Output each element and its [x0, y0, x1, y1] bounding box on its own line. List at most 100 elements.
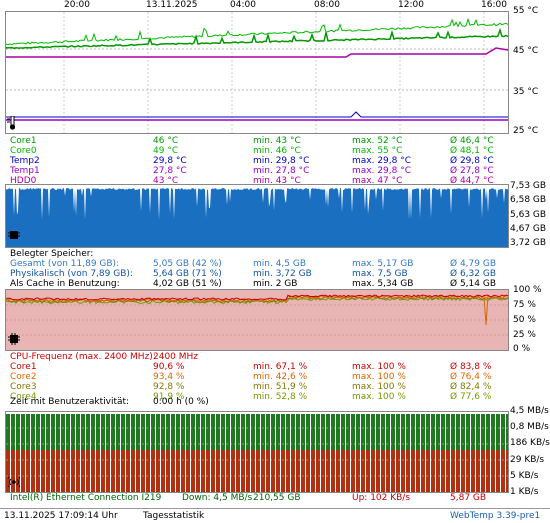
temp-legend-min: min. 29,8 °C [253, 156, 310, 166]
net-up-bar [276, 450, 280, 492]
net-up-bar [346, 450, 350, 492]
cpu-frequency-value: 2400 MHz [153, 352, 199, 362]
net-up-bar [31, 450, 35, 492]
net-up-bar [286, 450, 290, 492]
net-up-bar [96, 450, 100, 492]
network-legend: Intel(R) Ethernet Connection I219 Down: … [10, 493, 510, 503]
memory-legend-max: max. 7,5 GB [352, 269, 408, 279]
net-up-bar [91, 450, 95, 492]
time-label-6: 16:00 [481, 0, 507, 10]
cpu-legend-avg: Ø 77,6 % [450, 392, 492, 402]
status-mode[interactable]: Tagesstatistik [143, 511, 205, 521]
cpu-graph [5, 289, 509, 351]
core1-cpu-line [6, 294, 508, 301]
memory-legend-avg: Ø 5,14 GB [450, 279, 496, 289]
net-up-bar [421, 450, 425, 492]
network-up: Up: 102 KB/s [352, 493, 411, 503]
net-up-bar [381, 450, 385, 492]
user-activity-label: Zeit mit Benutzeraktivität: [10, 397, 130, 407]
temp-legend-avg: Ø 48,1 °C [450, 146, 494, 156]
net-up-bar [216, 450, 220, 492]
mem-y-label-1: 7,53 GB [510, 181, 547, 191]
net-up-bar [316, 450, 320, 492]
memory-legend-value: 5,05 GB (42 %) [153, 259, 222, 269]
memory-legend-max: max. 5,17 GB [352, 259, 414, 269]
temp-legend-name: Core1 [10, 136, 37, 146]
temp-legend-min: min. 46 °C [253, 146, 301, 156]
net-up-bar [21, 450, 25, 492]
net-up-bar [456, 450, 460, 492]
net-up-bar [296, 450, 300, 492]
status-version[interactable]: WebTemp 3.39-pre1 [450, 511, 541, 521]
network-adapter: Intel(R) Ethernet Connection I219 [10, 493, 162, 503]
memory-fill-area [6, 188, 508, 247]
net-up-bar [251, 450, 255, 492]
status-bar: 13.11.2025 17:09:14 Uhr Tagesstatistik W… [0, 508, 550, 523]
net-up-bar [51, 450, 55, 492]
net-up-bar [176, 450, 180, 492]
net-up-bar [366, 450, 370, 492]
cpu-legend-name: Core4 [10, 392, 37, 402]
cpu-legend-min: min. 51,9 % [253, 382, 308, 392]
net-up-bar [426, 450, 430, 492]
net-up-bar [16, 450, 20, 492]
net-up-bar [186, 450, 190, 492]
net-up-bar [211, 450, 215, 492]
cpu-legend-max: max. 100 % [352, 372, 406, 382]
temp-legend-name: Temp1 [10, 166, 40, 176]
temperature-lines [6, 12, 508, 133]
net-up-bar [61, 450, 65, 492]
net-up-bar [481, 450, 485, 492]
cpu-frequency-row: CPU-Frequenz (max. 2400 MHz): 2400 MHz [10, 352, 510, 362]
cpu-legend-min: min. 42,6 % [253, 372, 308, 382]
cpu-legend-value: 91,9 % [153, 392, 185, 402]
net-up-bar [76, 450, 80, 492]
net-up-bar [371, 450, 375, 492]
memory-graph [5, 184, 509, 248]
net-up-bar [131, 450, 135, 492]
temp-legend-max: max. 29,8 °C [352, 166, 412, 176]
net-up-bar [71, 450, 75, 492]
net-up-bar [351, 450, 355, 492]
net-up-bar [36, 450, 40, 492]
net-up-bar [141, 450, 145, 492]
net-up-bar [231, 450, 235, 492]
time-label-4: 08:00 [314, 0, 340, 10]
temp-legend-value: 46 °C [153, 136, 179, 146]
memory-legend-avg: Ø 4,79 GB [450, 259, 496, 269]
cpu-legend-min: min. 52,8 % [253, 392, 308, 402]
cpu-y-label-50: 50 % [513, 315, 536, 325]
network-bars [6, 414, 508, 492]
net-up-bar [386, 450, 390, 492]
temp-legend-row: Temp1 27,8 °C min. 27,8 °C max. 29,8 °C Ø 27… [10, 166, 510, 176]
antenna-icon [6, 476, 22, 488]
net-y-label-6: 1 KB/s [510, 487, 539, 497]
net-up-bar [156, 450, 160, 492]
time-label-2: 13.11.2025 [146, 0, 198, 10]
cpu-legend-max: max. 100 % [352, 362, 406, 372]
net-up-bar [501, 450, 505, 492]
temp2-temp-line [6, 111, 508, 118]
cpu-legend-row: Core1 90,6 % min. 67,1 % max. 100 % Ø 83,8 % [10, 362, 510, 372]
cpu-legend-max: max. 100 % [352, 382, 406, 392]
cpu-legend-max: max. 100 % [352, 392, 406, 402]
temp-legend-name: HDD0 [10, 176, 37, 186]
network-graph [5, 411, 509, 493]
network-down: Down: 4,5 MB/s [182, 493, 253, 503]
temp-y-label-35: 35 °C [513, 87, 539, 97]
net-up-bar [401, 450, 405, 492]
status-datetime: 13.11.2025 17:09:14 Uhr [4, 511, 118, 521]
net-up-bar [256, 450, 260, 492]
net-up-bar [166, 450, 170, 492]
temp-legend-max: max. 47 °C [352, 176, 403, 186]
net-up-bar [236, 450, 240, 492]
temp-legend-max: max. 29,8 °C [352, 156, 412, 166]
time-label-5: 12:00 [398, 0, 424, 10]
temp-y-label-55: 55 °C [513, 6, 539, 16]
net-up-bar [116, 450, 120, 492]
temp-y-label-45: 45 °C [513, 46, 539, 56]
core4-cpu-line [6, 297, 508, 305]
net-up-bar [341, 450, 345, 492]
net-up-bar [136, 450, 140, 492]
memory-area [6, 188, 508, 247]
